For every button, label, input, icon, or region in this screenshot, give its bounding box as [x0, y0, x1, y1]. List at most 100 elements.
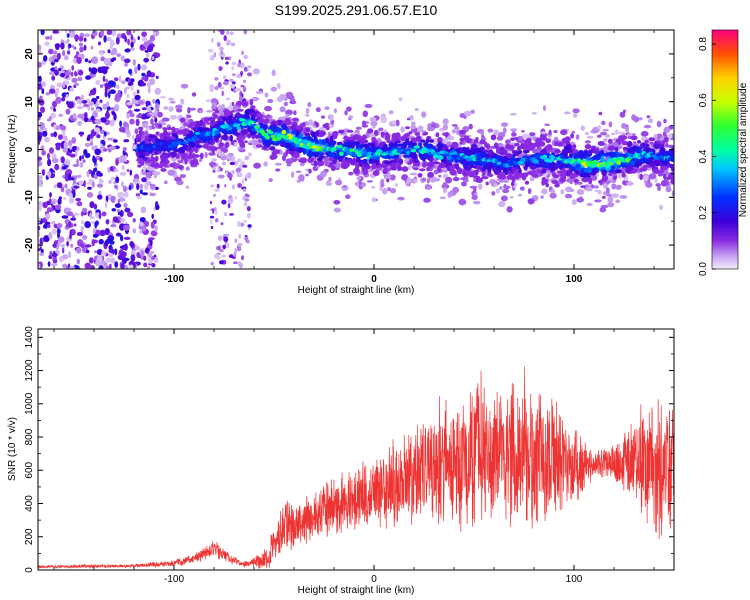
heatmap-cell	[109, 263, 112, 269]
heatmap-cell	[79, 46, 84, 53]
heatmap-cell	[511, 176, 516, 183]
heatmap-cell	[158, 123, 162, 129]
heatmap-cell	[573, 113, 578, 118]
heatmap-cell	[126, 101, 132, 106]
spectrogram-xlabel: Height of straight line (km)	[298, 285, 415, 296]
heatmap-cell	[265, 142, 271, 146]
heatmap-cell	[652, 159, 659, 165]
heatmap-cell	[111, 208, 117, 212]
heatmap-cell	[298, 138, 302, 142]
heatmap-cell	[343, 185, 346, 188]
heatmap-cell	[52, 259, 58, 264]
heatmap-cell	[129, 118, 135, 125]
heatmap-cell	[208, 152, 216, 156]
x-tick-label: 100	[566, 574, 583, 585]
heatmap-cell	[406, 150, 410, 156]
heatmap-cell	[667, 133, 673, 139]
heatmap-cell	[603, 139, 608, 143]
heatmap-cell	[79, 155, 82, 162]
heatmap-cell	[153, 172, 158, 179]
heatmap-cell	[231, 61, 237, 66]
heatmap-cell	[607, 196, 614, 203]
heatmap-cell	[38, 180, 42, 187]
heatmap-cell	[621, 123, 627, 129]
heatmap-cell	[454, 163, 460, 170]
heatmap-cell	[143, 262, 148, 268]
heatmap-cell	[217, 174, 225, 179]
heatmap-cell	[54, 59, 59, 63]
heatmap-cell	[82, 159, 86, 163]
heatmap-cell	[208, 48, 214, 53]
heatmap-cell	[246, 206, 251, 212]
heatmap-cell	[73, 46, 77, 50]
heatmap-cell	[572, 108, 580, 114]
heatmap-cell	[234, 196, 237, 200]
heatmap-cell	[220, 222, 224, 226]
heatmap-cell	[134, 245, 140, 251]
heatmap-cell	[145, 52, 150, 58]
heatmap-cell	[123, 243, 128, 251]
heatmap-cell	[243, 187, 246, 192]
heatmap-cell	[619, 111, 626, 118]
heatmap-cell	[139, 183, 144, 190]
heatmap-cell	[61, 97, 66, 102]
heatmap-cell	[243, 66, 248, 72]
heatmap-cell	[236, 74, 242, 79]
heatmap-cell	[658, 162, 665, 167]
heatmap-cell	[62, 263, 68, 269]
heatmap-cell	[289, 98, 296, 102]
heatmap-cell	[511, 166, 517, 173]
heatmap-cell	[362, 144, 369, 148]
heatmap-cell	[502, 179, 509, 183]
heatmap-cell	[630, 135, 638, 141]
heatmap-cell	[84, 58, 89, 63]
heatmap-cell	[91, 181, 95, 188]
heatmap-cell	[186, 155, 193, 159]
heatmap-cell	[99, 99, 103, 104]
heatmap-cell	[99, 51, 104, 56]
heatmap-cell	[211, 158, 217, 162]
heatmap-cell	[246, 212, 251, 219]
heatmap-cell	[149, 192, 157, 196]
heatmap-cell	[86, 170, 90, 178]
heatmap-cell	[136, 183, 140, 191]
heatmap-cell	[89, 265, 95, 269]
heatmap-cell	[283, 101, 289, 107]
heatmap-cell	[382, 188, 388, 195]
heatmap-cell	[345, 162, 350, 168]
heatmap-cell	[351, 151, 357, 155]
heatmap-cell	[60, 156, 65, 164]
heatmap-cell	[210, 225, 214, 230]
heatmap-cell	[622, 147, 628, 151]
heatmap-cell	[315, 107, 321, 113]
heatmap-cell	[136, 89, 140, 94]
heatmap-cell	[293, 110, 297, 116]
heatmap-cell	[255, 144, 263, 148]
heatmap-cell	[182, 128, 190, 135]
heatmap-cell	[38, 85, 43, 90]
heatmap-cell	[86, 182, 92, 185]
heatmap-cell	[311, 145, 318, 149]
heatmap-cell	[253, 131, 257, 135]
heatmap-cell	[401, 135, 407, 140]
figure-title: S199.2025.291.06.57.E10	[275, 2, 438, 18]
heatmap-cell	[333, 200, 341, 205]
heatmap-cell	[561, 175, 567, 180]
heatmap-cell	[664, 161, 669, 166]
heatmap-cell	[590, 169, 597, 176]
heatmap-cell	[410, 124, 417, 130]
heatmap-cell	[333, 135, 338, 140]
heatmap-cell	[293, 151, 300, 159]
heatmap-cell	[77, 76, 83, 82]
heatmap-cell	[126, 93, 130, 99]
heatmap-cell	[108, 149, 112, 153]
heatmap-cell	[96, 170, 102, 177]
heatmap-cell	[70, 217, 77, 221]
heatmap-cell	[48, 198, 52, 204]
heatmap-cell	[539, 133, 545, 140]
heatmap-cell	[244, 198, 250, 202]
heatmap-cell	[388, 142, 396, 148]
heatmap-cell	[557, 143, 564, 147]
heatmap-cell	[119, 120, 123, 127]
heatmap-cell	[141, 77, 146, 80]
